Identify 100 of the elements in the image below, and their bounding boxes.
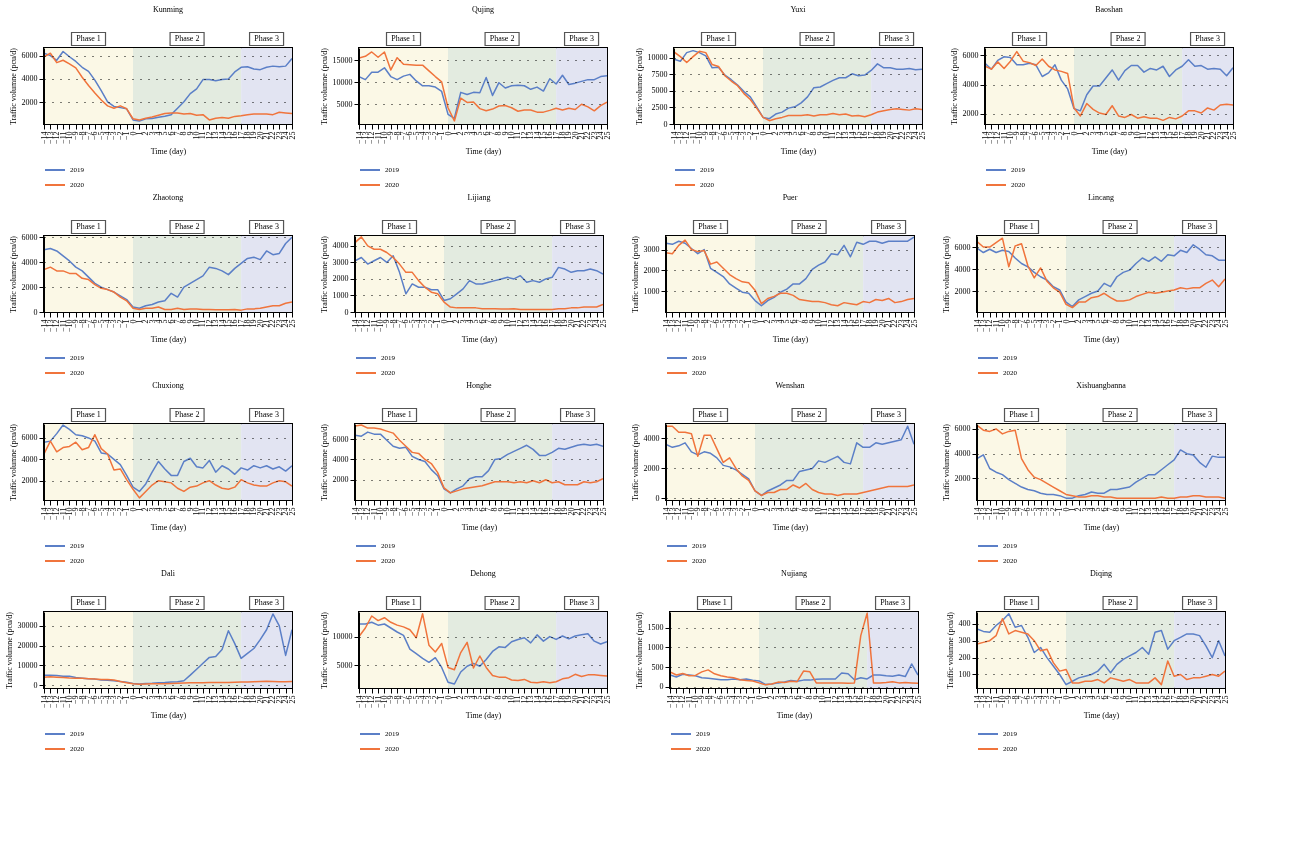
y-tick-label: 100 [958,669,971,679]
band-label: Phase 3 [254,598,279,607]
line-series [44,266,292,311]
band-label: Phase 3 [1187,598,1212,607]
x-axis-title: Time (day) [772,523,809,533]
x-axis-title: Time (day) [776,711,813,721]
band-label: Phase 2 [174,222,200,231]
band-label: Phase 3 [1187,222,1212,231]
band-label: Phase 2 [796,410,822,419]
x-axis-title: Time (day) [1091,147,1128,157]
band-label: Phase 2 [485,410,511,419]
y-tick-label: 4000 [962,80,979,90]
chart-title: Kunming [152,4,184,14]
x-axis-title: Time (day) [465,711,502,721]
y-tick-label: 2000 [332,274,349,284]
y-tick-label: 4000 [954,264,971,274]
band-label: Phase 1 [76,598,101,607]
band-label: Phase 3 [876,222,901,231]
line-series [44,676,292,685]
band-label: Phase 1 [76,222,101,231]
y-tick-label: 6000 [962,50,979,60]
y-axis-title: Traffic volumne (pcu/d) [630,423,640,501]
line-series [359,67,607,120]
line-series [670,612,918,686]
y-tick-label: 200 [958,653,971,663]
x-axis-title: Time (day) [150,523,187,533]
chart-title: Puer [782,192,798,202]
y-tick-label: 3000 [332,257,349,267]
band-label: Phase 2 [489,598,515,607]
x-axis-title: Time (day) [461,523,498,533]
chart-title: Lijiang [467,192,491,202]
band-label: Phase 3 [1195,34,1220,43]
band-label: Phase 2 [174,34,200,43]
y-tick-label: 6000 [21,51,38,61]
band-label: Phase 2 [1107,410,1133,419]
band-label: Phase 1 [76,34,101,43]
x-axis-title: Time (day) [1083,335,1120,345]
y-tick-label: 4000 [954,449,971,459]
x-axis-title: Time (day) [465,147,502,157]
y-tick-label: 2000 [954,286,971,296]
y-axis-title: Traffic volumne (pcu/d) [8,423,18,501]
band-label: Phase 3 [254,222,279,231]
line-series [670,663,918,686]
band-label: Phase 3 [254,34,279,43]
chart-title: Honghe [466,380,493,390]
y-axis-title: Traffic volumne (pcu/d) [634,47,644,125]
y-tick-label: 0 [655,494,660,503]
band-label: Phase 1 [702,598,727,607]
y-tick-label: 2000 [962,109,979,119]
y-axis-title: Traffic volumne (pcu/d) [949,47,959,125]
band-label: Phase 3 [884,34,909,43]
y-tick-label: 10000 [332,632,353,642]
x-axis-title: Time (day) [150,147,187,157]
y-tick-label: 2000 [954,473,971,483]
band-label: Phase 3 [565,410,590,419]
y-tick-label: 5000 [336,660,353,670]
y-tick-label: 6000 [21,433,38,443]
y-axis-title: Traffic volumne (pcu/d) [941,423,951,501]
line-series [44,424,292,493]
chart-title: Qujing [471,4,495,14]
x-axis-title: Time (day) [780,147,817,157]
y-tick-label: 0 [33,680,38,690]
y-axis-title: Traffic volumne (pcu/d) [8,47,18,125]
y-tick-label: 2000 [643,463,660,473]
y-tick-label: 4000 [332,241,349,251]
y-axis-title: Traffic volumne (pcu/d) [319,47,329,125]
band-label: Phase 1 [387,222,412,231]
y-tick-label: 6000 [954,424,971,434]
band-label: Phase 3 [876,410,901,419]
x-axis-title: Time (day) [1083,523,1120,533]
y-axis-title: Traffic volumne (pcu/d) [941,235,951,313]
y-tick-label: 15000 [332,55,353,65]
x-axis-title: Time (day) [461,335,498,345]
x-axis-title: Time (day) [1083,711,1120,721]
line-series [985,56,1233,112]
chart-title: Chuxiong [152,380,184,390]
band-label: Phase 1 [1017,34,1042,43]
y-tick-label: 0 [663,119,668,129]
band-label: Phase 1 [76,410,101,419]
band-label: Phase 1 [1009,598,1034,607]
line-series [44,433,292,499]
band-label: Phase 2 [489,34,515,43]
band-label: Phase 2 [804,34,830,43]
line-series [355,236,603,311]
y-tick-label: 0 [33,307,38,317]
chart-title: Dehong [470,568,496,578]
line-series [666,425,914,497]
y-tick-label: 5000 [336,99,353,109]
y-tick-label: 20000 [17,641,38,651]
chart-title: Wenshan [775,380,805,390]
band-label: Phase 1 [1009,410,1034,419]
y-axis-title: Traffic volumne (pcu/d) [8,235,18,313]
chart-title: Xishuangbanna [1076,380,1127,390]
y-tick-label: 1500 [647,623,664,633]
y-tick-label: 4000 [21,454,38,464]
y-axis-title: Traffic volumne (pcu/d) [319,611,329,689]
band-label: Phase 1 [706,34,731,43]
y-tick-label: 10000 [332,77,353,87]
line-series [44,236,292,310]
chart-title: Baoshan [1095,4,1123,14]
